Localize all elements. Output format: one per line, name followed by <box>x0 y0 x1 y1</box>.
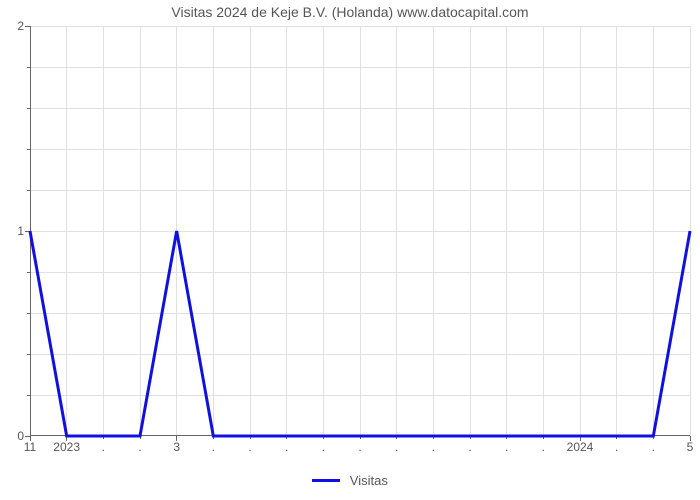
x-minor-tick-label: . <box>248 436 251 454</box>
plot-area: 012112023320245.............. <box>30 26 690 436</box>
legend-label: Visitas <box>350 473 388 488</box>
x-minor-tick-label: . <box>652 436 655 454</box>
x-tick-label: 5 <box>687 436 694 454</box>
x-minor-tick-label: . <box>102 436 105 454</box>
legend-swatch <box>312 479 340 482</box>
chart-title: Visitas 2024 de Keje B.V. (Holanda) www.… <box>0 4 700 20</box>
chart-line-layer <box>30 26 690 436</box>
x-minor-tick-label: . <box>432 436 435 454</box>
y-tick-label: 1 <box>17 224 30 238</box>
x-minor-tick-label: . <box>322 436 325 454</box>
x-minor-tick-label: . <box>505 436 508 454</box>
x-tick-label: 11 <box>24 436 36 454</box>
x-minor-tick-label: . <box>542 436 545 454</box>
x-minor-tick-label: . <box>358 436 361 454</box>
series-line-visitas <box>30 231 690 436</box>
x-minor-tick-label: . <box>212 436 215 454</box>
x-tick-label: 3 <box>173 436 180 454</box>
y-tick-label: 2 <box>17 19 30 33</box>
x-minor-tick-label: . <box>615 436 618 454</box>
x-minor-tick-label: . <box>285 436 288 454</box>
x-tick-label: 2023 <box>53 436 80 454</box>
x-minor-tick-label: . <box>138 436 141 454</box>
x-tick-label: 2024 <box>567 436 594 454</box>
legend: Visitas <box>0 472 700 488</box>
x-minor-tick-label: . <box>395 436 398 454</box>
x-minor-tick-label: . <box>468 436 471 454</box>
